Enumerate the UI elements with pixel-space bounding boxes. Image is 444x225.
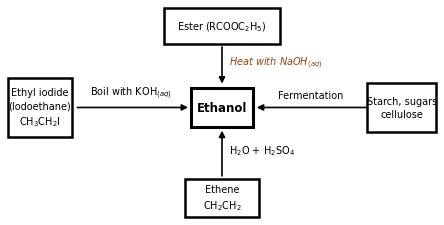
Text: Ethyl iodide
(Iodoethane)
CH$_3$CH$_2$I: Ethyl iodide (Iodoethane) CH$_3$CH$_2$I [8, 88, 71, 128]
FancyBboxPatch shape [185, 179, 258, 217]
FancyBboxPatch shape [367, 83, 436, 133]
Text: Boil with KOH$_{(aq)}$: Boil with KOH$_{(aq)}$ [90, 85, 172, 100]
FancyBboxPatch shape [191, 89, 253, 127]
Text: Ethene
CH$_2$CH$_2$: Ethene CH$_2$CH$_2$ [202, 184, 242, 212]
Text: Ester (RCOOC$_2$H$_5$): Ester (RCOOC$_2$H$_5$) [177, 20, 267, 34]
FancyBboxPatch shape [8, 79, 72, 137]
Text: Fermentation: Fermentation [278, 90, 344, 100]
Text: Starch, sugars
cellulose: Starch, sugars cellulose [367, 97, 437, 119]
Text: Heat with NaOH$_{(aq)}$: Heat with NaOH$_{(aq)}$ [229, 55, 322, 71]
FancyBboxPatch shape [164, 9, 280, 45]
Text: Ethanol: Ethanol [197, 101, 247, 115]
Text: H$_2$O + H$_2$SO$_4$: H$_2$O + H$_2$SO$_4$ [229, 144, 295, 158]
